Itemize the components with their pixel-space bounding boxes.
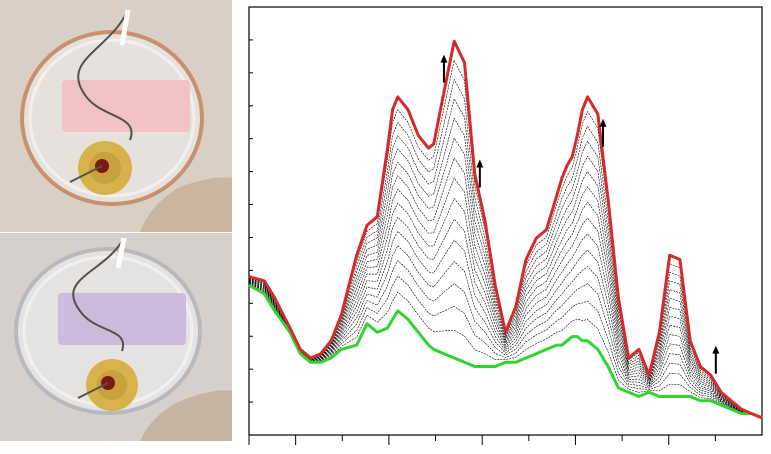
counter-electrode-wire xyxy=(77,382,109,399)
growth-arrow-icon xyxy=(440,54,448,83)
petri-dish-inner xyxy=(28,38,196,198)
intermediate-spectra xyxy=(248,59,763,419)
intermediate-spectrum-line xyxy=(248,117,763,419)
arrow-head xyxy=(599,118,607,127)
gloved-hand xyxy=(140,177,232,232)
absorption-spectra-chart xyxy=(247,5,767,445)
photo-purple-film xyxy=(0,233,232,441)
growth-arrow-icon xyxy=(712,345,720,374)
initial-spectrum-line xyxy=(248,283,763,420)
gloved-hand xyxy=(140,390,232,441)
intermediate-spectrum-line xyxy=(248,284,763,419)
growth-arrow-icon xyxy=(599,118,607,147)
plot-frame xyxy=(248,6,763,436)
electrode-lead xyxy=(115,237,127,269)
intermediate-spectrum-line xyxy=(248,197,763,419)
photo-pink-film xyxy=(0,0,232,232)
glass-slide-film xyxy=(62,80,190,132)
photo-purple-film-image xyxy=(0,233,232,441)
intermediate-spectrum-line xyxy=(248,275,763,419)
growth-arrow-icon xyxy=(476,159,484,188)
endpoint-spectra xyxy=(248,39,763,420)
electrode-wire xyxy=(72,237,125,352)
intermediate-spectrum-line xyxy=(248,157,763,419)
arrow-head xyxy=(712,345,720,354)
glass-slide-film xyxy=(58,293,186,345)
electrode-lead xyxy=(119,9,131,46)
intermediate-spectrum-line xyxy=(248,78,763,419)
growth-arrows xyxy=(440,54,720,374)
photo-pink-film-image xyxy=(0,0,232,232)
intermediate-spectrum-line xyxy=(248,137,763,419)
chart-axes xyxy=(248,6,763,445)
intermediate-spectrum-line xyxy=(248,177,763,419)
arrow-head xyxy=(440,54,448,63)
final-spectrum-line xyxy=(248,39,763,420)
intermediate-spectrum-line xyxy=(248,98,763,419)
counter-electrode-wire xyxy=(69,165,103,183)
electrode-wire xyxy=(77,9,133,141)
intermediate-spectrum-line xyxy=(248,260,763,419)
intermediate-spectrum-line xyxy=(248,216,763,419)
intermediate-spectrum-line xyxy=(248,59,763,419)
arrow-head xyxy=(476,159,484,168)
chart-canvas xyxy=(248,6,763,445)
intermediate-spectrum-line xyxy=(248,230,763,419)
